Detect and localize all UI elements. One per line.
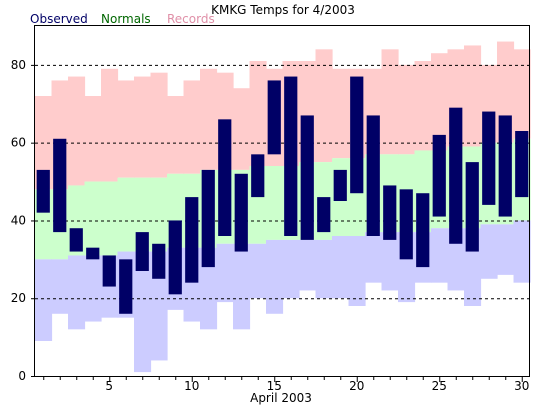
plot-frame bbox=[34, 25, 530, 377]
observed-bar bbox=[119, 259, 133, 314]
observed-bar bbox=[69, 228, 83, 252]
record-low-band bbox=[332, 236, 350, 299]
normal-band bbox=[101, 181, 119, 256]
record-high-band bbox=[84, 96, 102, 182]
observed-bar bbox=[333, 169, 347, 201]
observed-bar bbox=[152, 243, 166, 279]
record-low-band bbox=[381, 232, 399, 291]
observed-bar bbox=[449, 107, 463, 244]
legend-observed: Observed bbox=[30, 12, 88, 26]
record-low-band bbox=[266, 239, 284, 314]
record-high-band bbox=[398, 64, 416, 155]
y-tick-label: 20 bbox=[11, 291, 26, 305]
observed-bar bbox=[498, 115, 512, 217]
record-low-band bbox=[200, 247, 218, 330]
x-tick-label: 15 bbox=[267, 379, 282, 393]
observed-bar bbox=[218, 119, 232, 236]
record-high-band bbox=[233, 88, 251, 170]
observed-bar bbox=[36, 169, 50, 213]
axis-layer: 0 20 40 60 80 5 10 15 20 25 30 bbox=[11, 58, 530, 393]
record-low-band bbox=[480, 224, 498, 279]
record-high-band bbox=[68, 76, 86, 186]
y-tick-label: 40 bbox=[11, 213, 26, 227]
observed-bar bbox=[267, 80, 281, 155]
observed-bar bbox=[399, 189, 413, 260]
legend-normals: Normals bbox=[101, 12, 151, 26]
observed-bar bbox=[317, 197, 331, 233]
record-high-band bbox=[101, 68, 119, 182]
record-low-band bbox=[299, 239, 317, 291]
observed-bar bbox=[515, 131, 529, 198]
observed-bar bbox=[102, 255, 116, 287]
observed-bar bbox=[201, 169, 215, 268]
chart-title: KMKG Temps for 4/2003 bbox=[211, 3, 355, 17]
observed-bar bbox=[432, 134, 446, 217]
record-low-band bbox=[35, 259, 53, 341]
normal-band bbox=[117, 177, 135, 252]
record-high-band bbox=[332, 68, 350, 159]
record-low-band bbox=[51, 259, 69, 314]
x-tick-label: 5 bbox=[105, 379, 113, 393]
observed-bar bbox=[284, 76, 298, 236]
record-high-band bbox=[381, 49, 399, 155]
record-high-band bbox=[431, 53, 449, 151]
record-low-band bbox=[249, 243, 267, 299]
grid-layer bbox=[35, 64, 530, 300]
y-tick-label: 0 bbox=[18, 369, 26, 383]
record-high-band bbox=[134, 76, 152, 178]
x-tick-label: 10 bbox=[184, 379, 199, 393]
record-low-band bbox=[447, 228, 465, 291]
record-low-band bbox=[431, 228, 449, 283]
record-high-band bbox=[150, 72, 168, 178]
observed-bar bbox=[234, 173, 248, 252]
record-high-band bbox=[183, 80, 201, 174]
observed-bar bbox=[86, 247, 100, 260]
observed-bar bbox=[168, 220, 182, 295]
record-high-band bbox=[249, 61, 267, 166]
observed-bar bbox=[251, 154, 265, 198]
x-tick-label: 25 bbox=[432, 379, 447, 393]
record-high-band bbox=[117, 80, 135, 178]
record-high-band bbox=[315, 49, 333, 163]
y-tick-label: 80 bbox=[11, 58, 26, 72]
record-low-band bbox=[348, 236, 366, 306]
record-high-band bbox=[414, 61, 432, 151]
record-low-band bbox=[134, 251, 152, 373]
observed-bar-layer bbox=[36, 76, 529, 314]
observed-bar bbox=[53, 138, 67, 233]
normal-band bbox=[150, 177, 168, 252]
observed-bar bbox=[185, 197, 199, 283]
observed-bar bbox=[482, 111, 496, 205]
x-tick-label: 20 bbox=[349, 379, 364, 393]
observed-bar bbox=[383, 185, 397, 240]
observed-bar bbox=[135, 232, 149, 271]
record-low-band bbox=[84, 255, 102, 322]
record-low-band bbox=[513, 220, 531, 283]
x-axis-label: April 2003 bbox=[250, 391, 312, 405]
record-low-band bbox=[216, 243, 234, 303]
record-low-band bbox=[315, 239, 333, 299]
legend-records: Records bbox=[167, 12, 215, 26]
x-tick-label: 30 bbox=[514, 379, 529, 393]
y-tick-label: 60 bbox=[11, 136, 26, 150]
record-high-band bbox=[464, 45, 482, 147]
record-low-band bbox=[233, 243, 251, 330]
record-high-band bbox=[200, 68, 218, 170]
normal-band bbox=[84, 181, 102, 256]
observed-bar bbox=[300, 115, 314, 240]
record-high-band bbox=[513, 49, 531, 139]
record-low-band bbox=[497, 224, 515, 275]
observed-bar bbox=[366, 115, 380, 236]
observed-bar bbox=[416, 193, 430, 268]
record-low-band bbox=[365, 232, 383, 283]
normal-band bbox=[266, 166, 284, 240]
observed-bar bbox=[465, 162, 479, 252]
record-low-band bbox=[68, 255, 86, 330]
record-high-band bbox=[167, 96, 185, 174]
observed-bar bbox=[350, 76, 364, 194]
record-low-band bbox=[282, 239, 300, 299]
